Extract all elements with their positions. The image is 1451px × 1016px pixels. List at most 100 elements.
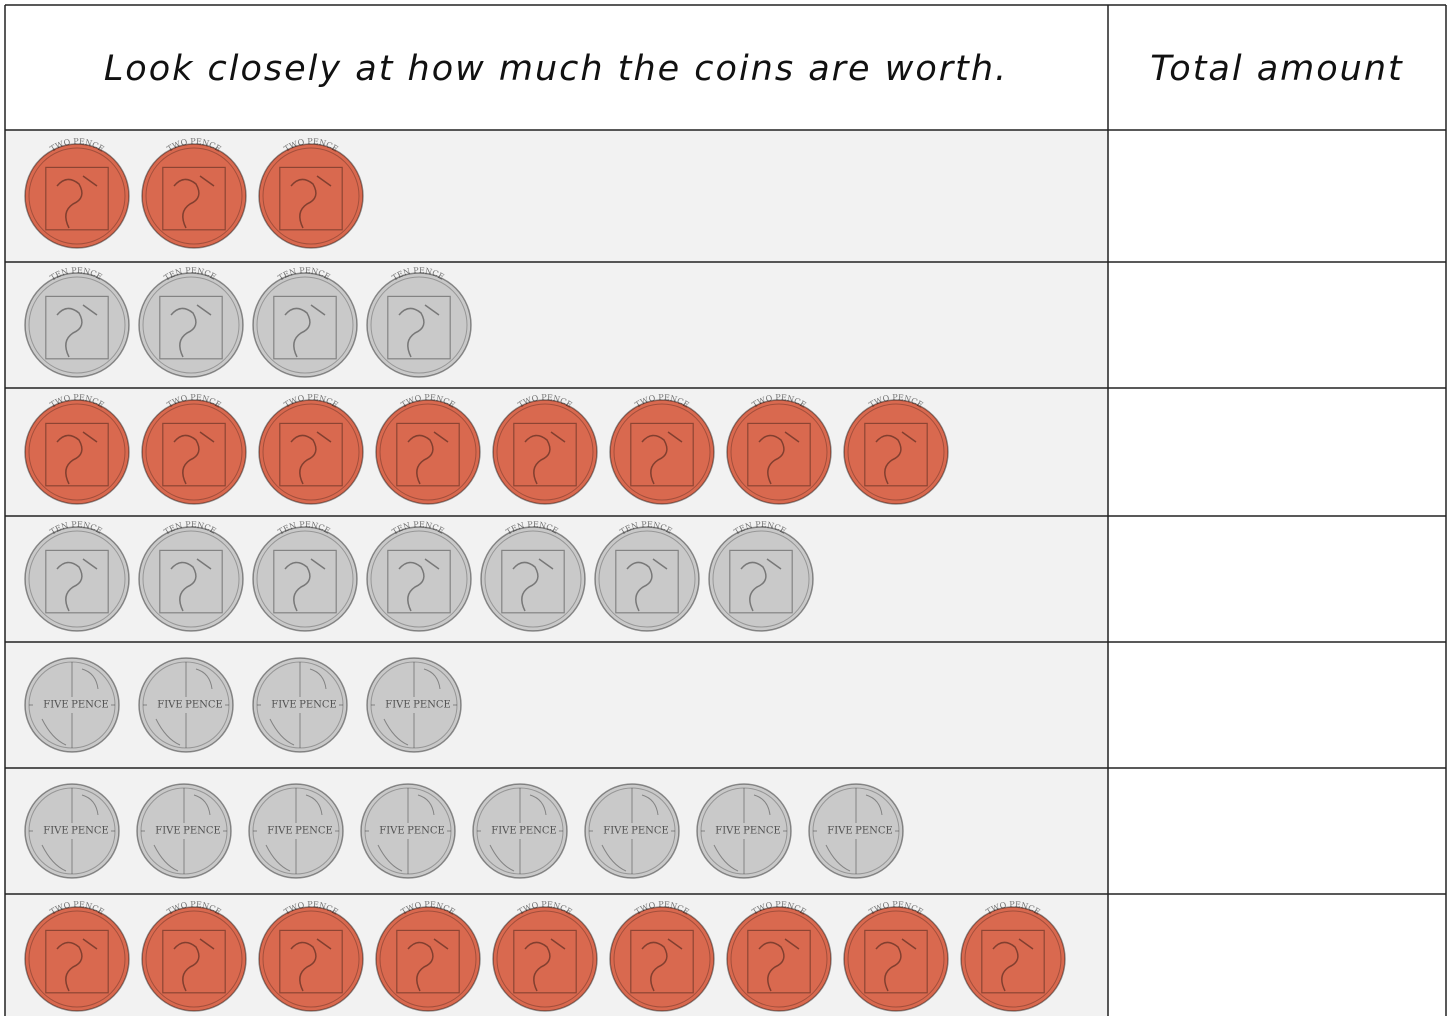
coin-detail xyxy=(489,794,547,872)
coin-rim xyxy=(28,147,126,245)
coin-face xyxy=(726,399,832,505)
coin-shield xyxy=(387,295,451,360)
coin-detail xyxy=(524,431,566,485)
coin: TEN PENCE xyxy=(138,266,244,378)
coin-face xyxy=(252,272,358,378)
coin: TEN PENCE xyxy=(480,520,586,632)
header-title: Look closely at how much the coins are w… xyxy=(104,49,1008,89)
coin-detail xyxy=(290,938,332,992)
coin-inscription: PENCE xyxy=(743,826,781,837)
coin-detail xyxy=(56,431,98,485)
coin-face xyxy=(708,526,814,632)
coin-detail xyxy=(284,304,326,358)
coin: FIVE PENCE xyxy=(472,783,568,879)
coin-face xyxy=(24,143,130,249)
coin-band xyxy=(257,823,335,839)
coin-band xyxy=(481,823,559,839)
coin-rim xyxy=(145,403,243,501)
coin: TWO PENCE xyxy=(609,393,715,505)
coin-face xyxy=(480,526,586,632)
coin-rim xyxy=(484,530,582,628)
coin-rim xyxy=(588,787,676,875)
coin-face xyxy=(726,906,832,1012)
coin-rim xyxy=(262,147,360,245)
coin-band xyxy=(369,823,447,839)
coin-detail xyxy=(173,938,215,992)
coin-rim xyxy=(730,403,828,501)
coin-inscription: FIVE xyxy=(271,700,296,711)
coin-shield xyxy=(279,166,343,231)
coin-inscription: PENCE xyxy=(631,826,669,837)
coin-shield xyxy=(45,295,109,360)
coin: TWO PENCE xyxy=(141,393,247,505)
coin-detail xyxy=(41,668,99,746)
coin-detail xyxy=(284,558,326,612)
coin-face xyxy=(375,399,481,505)
coin: TEN PENCE xyxy=(24,520,130,632)
coin-shield xyxy=(273,549,337,614)
coin-rim xyxy=(370,530,468,628)
coin-rim xyxy=(847,403,945,501)
coin-detail xyxy=(173,175,215,229)
coin-rim xyxy=(712,530,810,628)
coin-detail xyxy=(170,304,212,358)
coin-band xyxy=(33,823,111,839)
coin-detail xyxy=(626,558,668,612)
coin-face xyxy=(24,526,130,632)
coin-rim xyxy=(379,910,477,1008)
coin-rim xyxy=(496,403,594,501)
coin-detail xyxy=(377,794,435,872)
coin-shield xyxy=(981,929,1045,994)
coin-shield xyxy=(387,549,451,614)
coin-band xyxy=(705,823,783,839)
coin-shield xyxy=(162,422,226,487)
coin: TWO PENCE xyxy=(375,393,481,505)
coin: FIVE PENCE xyxy=(24,783,120,879)
coin: TWO PENCE xyxy=(24,137,130,249)
coin-inscription: FIVE xyxy=(267,826,292,837)
coin-detail xyxy=(740,558,782,612)
coin-detail xyxy=(407,938,449,992)
coin: TWO PENCE xyxy=(141,900,247,1012)
coin-face xyxy=(141,143,247,249)
coin-rim xyxy=(28,910,126,1008)
coin-detail xyxy=(269,668,327,746)
coin-shield xyxy=(396,929,460,994)
coin-rim xyxy=(142,530,240,628)
coin-face xyxy=(366,526,472,632)
coin-detail xyxy=(153,794,211,872)
coin-inscription: PENCE xyxy=(295,826,333,837)
coin-inscription: PENCE xyxy=(855,826,893,837)
coin-face xyxy=(138,272,244,378)
coin-rim xyxy=(476,787,564,875)
coin: TWO PENCE xyxy=(492,393,598,505)
coin: FIVE PENCE xyxy=(136,783,232,879)
coin-shield xyxy=(396,422,460,487)
coin-rim xyxy=(812,787,900,875)
coin-face xyxy=(138,526,244,632)
header-total: Total amount xyxy=(1150,49,1404,89)
coin-shield xyxy=(747,422,811,487)
coin-rim xyxy=(28,787,116,875)
coin-inscription: FIVE xyxy=(379,826,404,837)
coin-rim xyxy=(730,910,828,1008)
coin-face xyxy=(609,399,715,505)
coin: TWO PENCE xyxy=(843,393,949,505)
coin: TEN PENCE xyxy=(708,520,814,632)
coin-shield xyxy=(513,422,577,487)
coin-shield xyxy=(513,929,577,994)
coin-shield xyxy=(729,549,793,614)
coin-rim xyxy=(847,910,945,1008)
coin-face xyxy=(843,906,949,1012)
coin-rim xyxy=(140,787,228,875)
coin-inscription: PENCE xyxy=(407,826,445,837)
coin: TWO PENCE xyxy=(141,137,247,249)
coin-rim xyxy=(364,787,452,875)
coin: TEN PENCE xyxy=(252,266,358,378)
coin-inscription: FIVE xyxy=(715,826,740,837)
coin-band xyxy=(375,697,453,713)
coin-shield xyxy=(747,929,811,994)
coin-rim xyxy=(142,276,240,374)
coin-rim xyxy=(964,910,1062,1008)
coin-band xyxy=(261,697,339,713)
